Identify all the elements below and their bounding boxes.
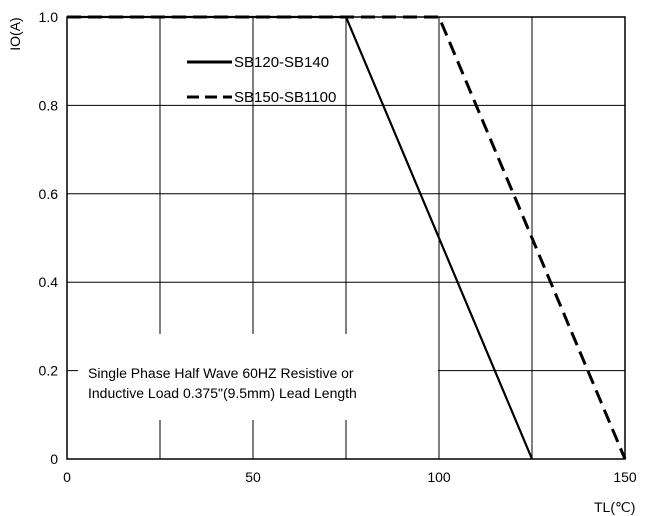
annotation-line-2: Inductive Load 0.375"(9.5mm) Lead Length	[88, 385, 357, 401]
x-tick-label: 0	[63, 469, 71, 485]
x-tick-label: 150	[613, 469, 637, 485]
plot-frame	[66, 16, 626, 460]
y-tick-label: 0.8	[39, 97, 59, 113]
legend-label-sb120: SB120-SB140	[234, 54, 329, 71]
x-tick-label: 100	[427, 469, 451, 485]
y-tick-label: 0	[50, 451, 58, 467]
legend-label-sb150: SB150-SB1100	[234, 89, 336, 106]
y-tick-labels: 0 0.2 0.4 0.6 0.8 1.0	[39, 9, 59, 467]
y-tick-label: 1.0	[39, 9, 59, 25]
legend: SB120-SB140 SB150-SB1100	[187, 54, 336, 106]
x-axis-label: TL(℃)	[594, 499, 635, 515]
x-tick-label: 50	[245, 469, 261, 485]
y-tick-label: 0.6	[39, 186, 59, 202]
x-tick-labels: 0 50 100 150	[63, 469, 637, 485]
y-axis-label: IO(A)	[7, 17, 23, 50]
annotation-background	[78, 334, 438, 420]
y-tick-label: 0.2	[39, 363, 59, 379]
annotation-line-1: Single Phase Half Wave 60HZ Resistive or	[88, 365, 354, 381]
y-tick-label: 0.4	[39, 274, 59, 290]
